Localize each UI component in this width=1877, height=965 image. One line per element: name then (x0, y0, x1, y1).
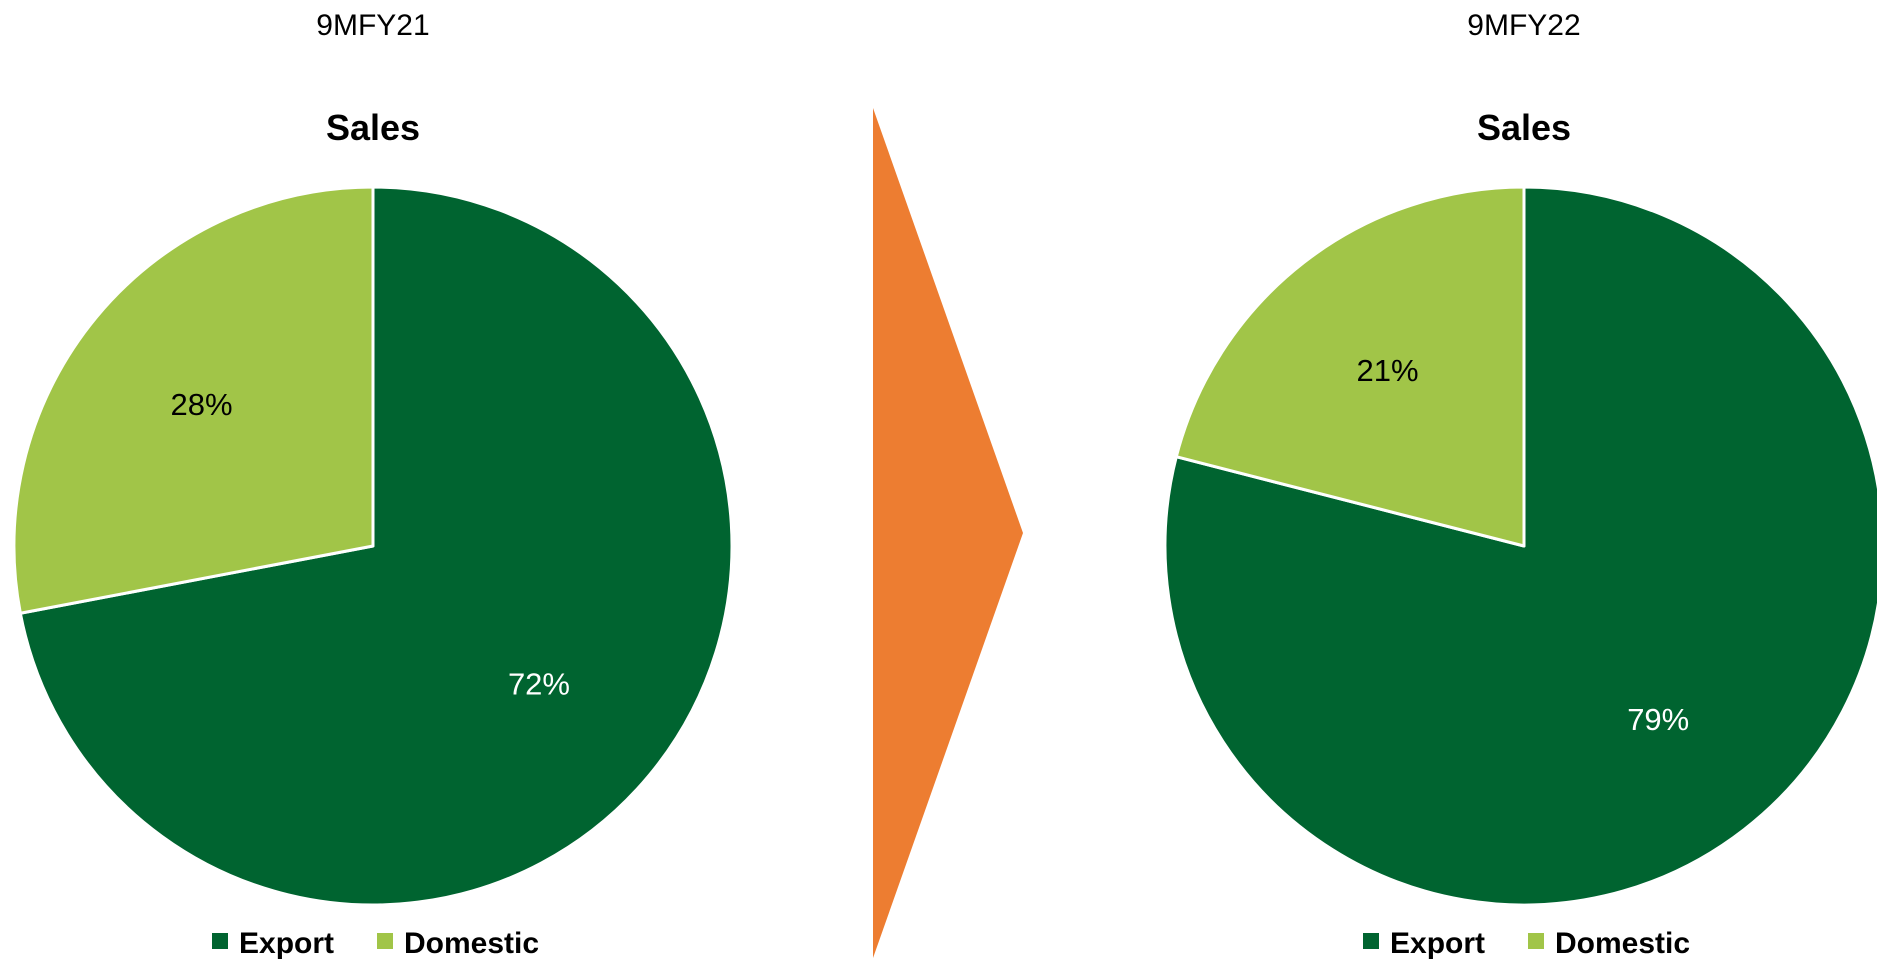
chart-title-9mfy21: Sales (326, 107, 420, 148)
chart-9mfy22: 9MFY22 Sales 79% 21% Export Domestic (1163, 9, 1877, 960)
legend-label-export: Export (1390, 927, 1485, 960)
pie-slice-domestic (12, 185, 375, 615)
chart-9mfy21: 9MFY21 Sales 72% 28% Export Domestic (12, 9, 734, 960)
pie-slice-domestic (1174, 185, 1526, 548)
data-label-domestic: 21% (1357, 353, 1419, 388)
period-label-9mfy21: 9MFY21 (316, 9, 429, 42)
chevron-right-icon (873, 108, 1023, 958)
data-label-export: 72% (508, 666, 570, 701)
data-label-export: 79% (1627, 702, 1689, 737)
legend-swatch-export (212, 933, 228, 949)
pie-9mfy21: 72% 28% (12, 185, 734, 907)
legend-label-domestic: Domestic (1555, 927, 1690, 960)
data-label-domestic: 28% (170, 387, 232, 422)
chart-title-9mfy22: Sales (1477, 107, 1571, 148)
pie-9mfy22: 79% 21% (1163, 185, 1877, 907)
legend-9mfy21: Export Domestic (212, 927, 539, 960)
legend-swatch-domestic (377, 933, 393, 949)
period-label-9mfy22: 9MFY22 (1467, 9, 1580, 42)
legend-label-export: Export (239, 927, 334, 960)
pie-slice-export (18, 185, 734, 907)
legend-swatch-export (1363, 933, 1379, 949)
legend-label-domestic: Domestic (404, 927, 539, 960)
legend-swatch-domestic (1528, 933, 1544, 949)
legend-9mfy22: Export Domestic (1363, 927, 1690, 960)
